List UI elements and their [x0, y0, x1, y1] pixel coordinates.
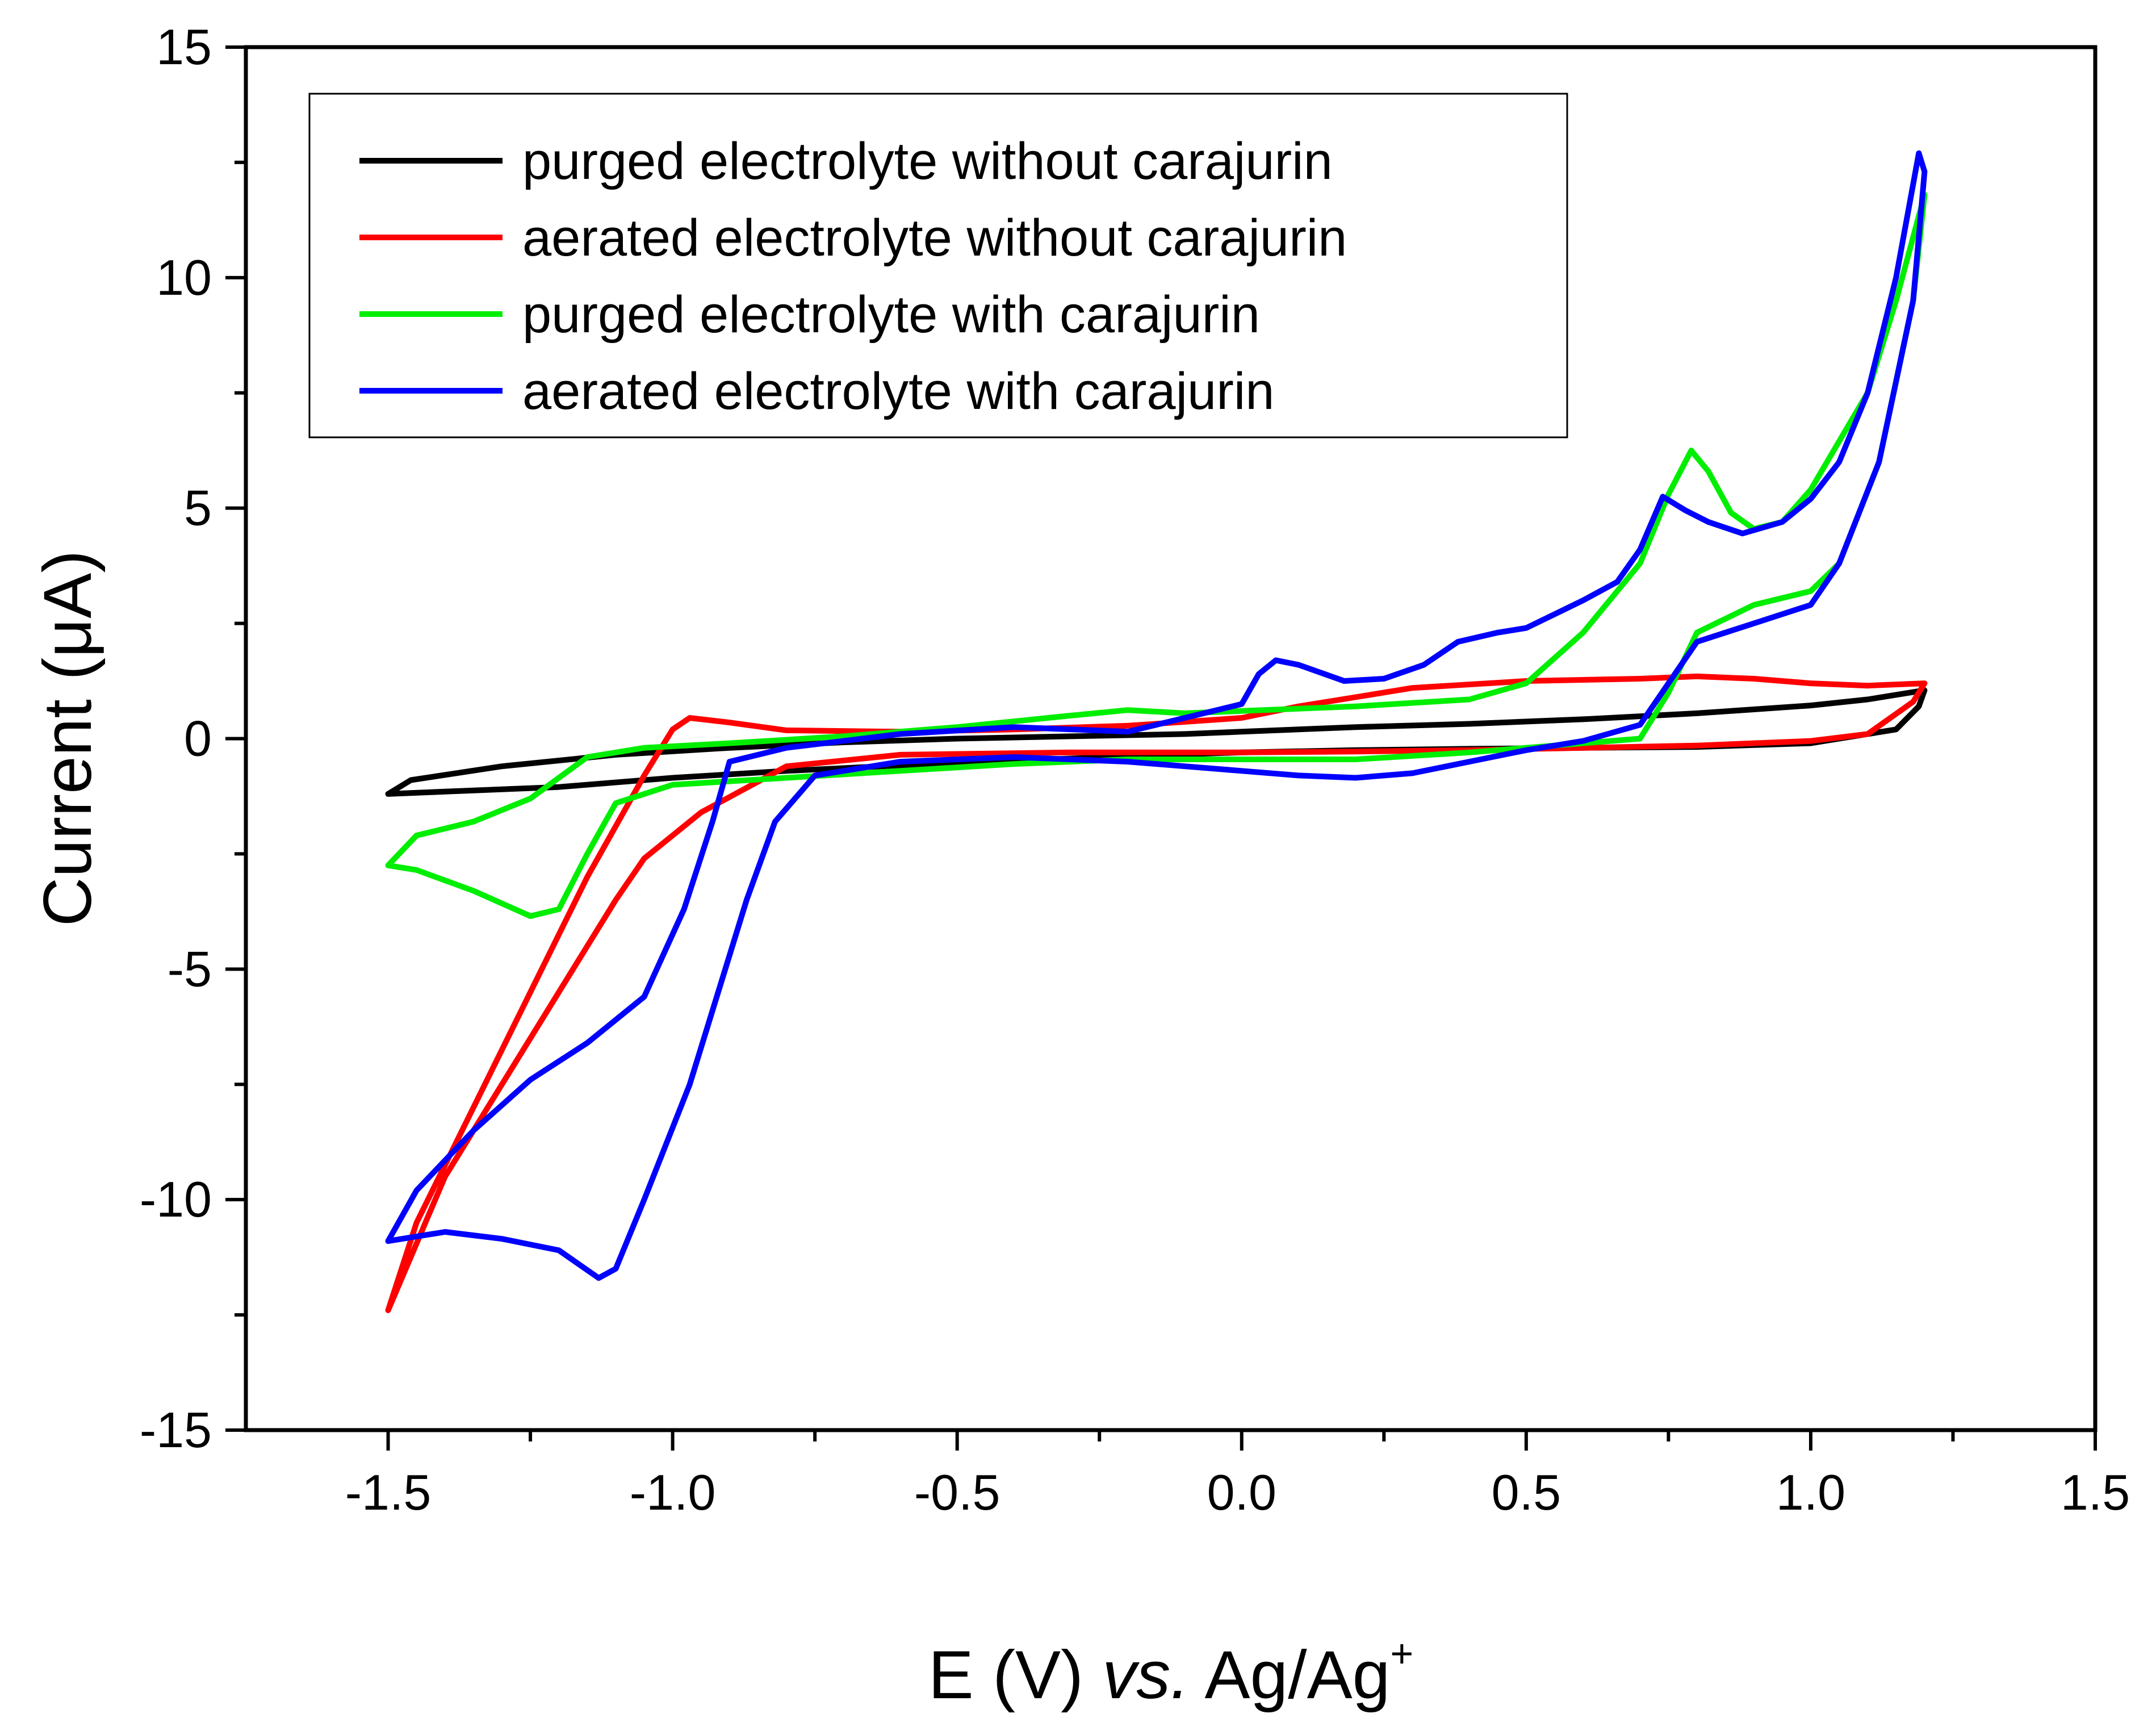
legend: purged electrolyte without carajurin aera… — [308, 93, 1568, 438]
series-line-2 — [385, 673, 1928, 1313]
x-tick-label: -0.5 — [914, 1464, 1000, 1520]
y-tick-label: 0 — [184, 711, 212, 767]
legend-label-1: purged electrolyte without carajurin — [522, 132, 1333, 190]
series-line-1 — [385, 687, 1928, 797]
x-axis-title: E (V) vs. Ag/Ag+ — [928, 1631, 1414, 1713]
legend-label-2: aerated electrolyte without carajurin — [522, 209, 1347, 267]
y-tick-label: -10 — [140, 1171, 212, 1227]
x-tick-label: -1.5 — [345, 1464, 432, 1520]
y-axis-title: Current (μA) — [30, 550, 106, 927]
series-line-4 — [385, 150, 1928, 1281]
legend-box — [308, 93, 1568, 438]
x-tick-label: 0.5 — [1492, 1464, 1561, 1520]
y-tick-label: 5 — [184, 480, 212, 536]
y-tick-label: -15 — [140, 1402, 212, 1458]
y-tick-label: 15 — [156, 19, 212, 75]
x-tick-label: 0.0 — [1207, 1464, 1276, 1520]
x-tick-label: 1.5 — [2061, 1464, 2130, 1520]
axis-ticks — [225, 45, 2097, 1451]
y-tick-label: -5 — [168, 941, 212, 997]
legend-label-3: purged electrolyte with carajurin — [522, 286, 1260, 344]
series-curves — [385, 150, 1928, 1313]
series-line-3 — [385, 191, 1928, 919]
legend-label-4: aerated electrolyte with carajurin — [522, 362, 1274, 420]
y-tick-label: 10 — [156, 249, 212, 306]
axis-tick-labels: -1.5 -1.0 -0.5 0.0 0.5 1.0 1.5 -15 -10 -5 0 5 10 15 — [140, 19, 2130, 1520]
x-tick-label: -1.0 — [630, 1464, 716, 1520]
x-tick-label: 1.0 — [1776, 1464, 1845, 1520]
